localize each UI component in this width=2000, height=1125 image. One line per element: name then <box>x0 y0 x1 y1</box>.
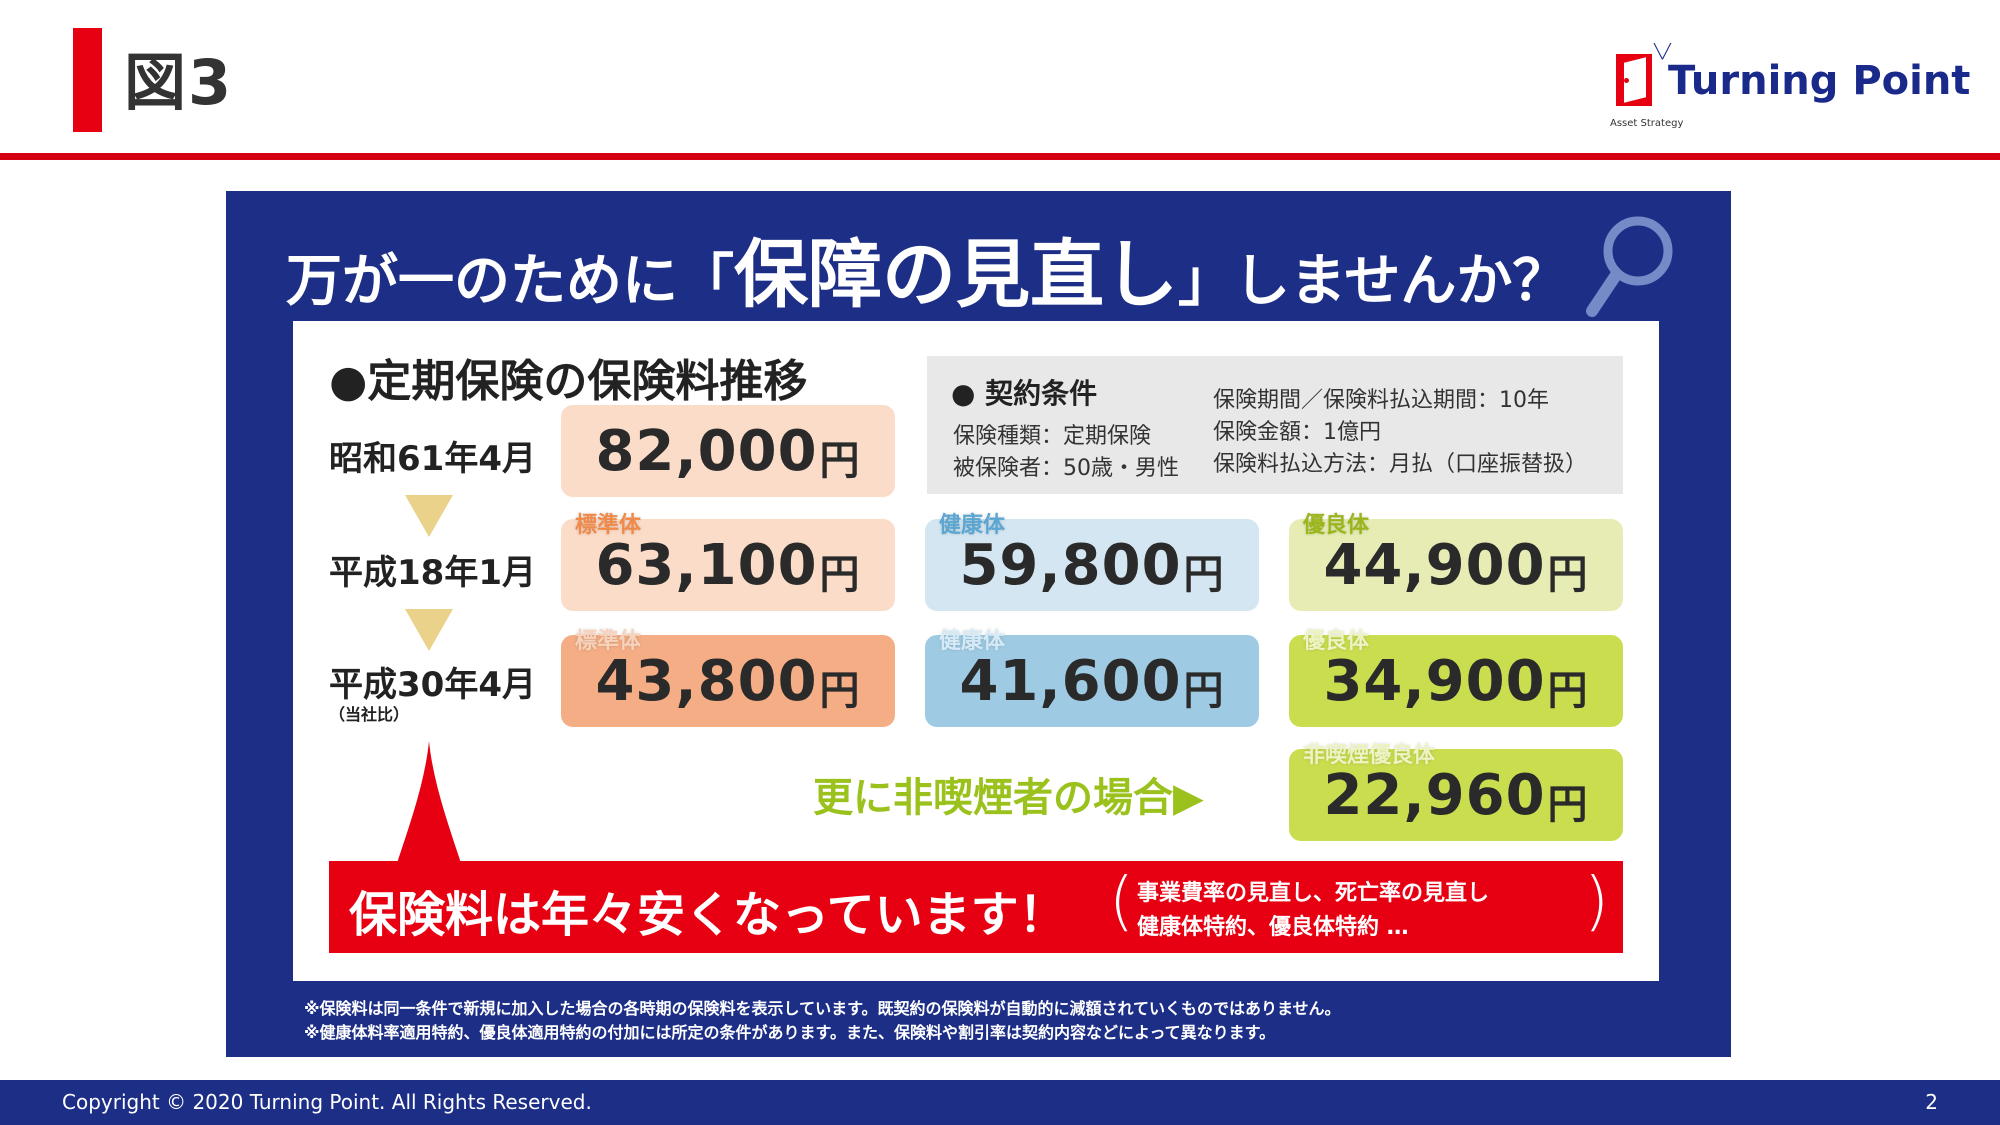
row-label-showa61: 昭和61年4月 <box>329 439 536 479</box>
price-tag: 標準体 <box>575 629 642 654</box>
price-amount: 59,800 <box>959 532 1182 598</box>
yen-unit: 円 <box>1547 668 1589 714</box>
header-divider <box>0 153 2000 160</box>
price-tag: 標準体 <box>575 513 642 538</box>
row-sublabel: （当社比） <box>329 705 410 724</box>
price-tag: 健康体 <box>939 629 1006 654</box>
price-tag: 健康体 <box>939 513 1006 538</box>
price-box-showa61: 82,000 円 <box>561 405 895 497</box>
section-title: ●定期保険の保険料推移 <box>329 356 808 407</box>
conditions-title: ● 契約条件 <box>951 377 1098 410</box>
price-tag: 優良体 <box>1303 513 1370 538</box>
price-amount: 43,800 <box>595 648 818 714</box>
up-arrow-icon <box>397 741 461 863</box>
content-card: ●定期保険の保険料推移 ● 契約条件 保険種類：定期保険 被保険者：50歳・男性… <box>293 321 1659 981</box>
turning-point-logo: ╲╱ Turning Point Asset Strategy <box>1610 44 1970 134</box>
condition-line: 保険料払込方法：月払（口座振替扱） <box>1213 452 1588 477</box>
headline-part1: 万が一のために「 <box>286 249 734 314</box>
logo-subtitle: Asset Strategy <box>1610 118 1684 129</box>
logo-name: Turning Point <box>1668 58 1971 104</box>
paren-left: ( <box>1109 865 1134 939</box>
price-amount: 34,900 <box>1323 648 1546 714</box>
price-amount: 63,100 <box>595 532 818 598</box>
magnifier-icon <box>1586 216 1673 317</box>
yen-unit: 円 <box>1183 668 1225 714</box>
page-number: 2 <box>1925 1090 1938 1114</box>
condition-line: 保険期間／保険料払込期間：10年 <box>1213 388 1549 413</box>
price-tag: 優良体 <box>1303 629 1370 654</box>
footnote: ※保険料は同一条件で新規に加入した場合の各時期の保険料を表示しています。既契約の… <box>304 999 1341 1018</box>
contract-conditions: ● 契約条件 保険種類：定期保険 被保険者：50歳・男性 保険期間／保険料払込期… <box>927 356 1623 494</box>
title-accent-bar <box>73 28 102 132</box>
page-title: 図3 <box>124 46 234 119</box>
row-label-heisei30: 平成30年4月 <box>329 665 536 705</box>
door-knob <box>1624 78 1629 83</box>
price-box-nonsmoker-preferred: 非喫煙優良体 22,960 円 <box>1289 743 1623 841</box>
price-amount: 22,960 <box>1323 762 1546 828</box>
banner-headline: 保険料は年々安くなっています！ <box>349 887 1067 943</box>
yen-unit: 円 <box>819 438 861 484</box>
paren-right: ) <box>1584 865 1609 939</box>
yen-unit: 円 <box>1547 782 1589 828</box>
footnote: ※健康体料率適用特約、優良体適用特約の付加には所定の条件があります。また、保険料… <box>304 1023 1276 1042</box>
banner-reason-line: 事業費率の見直し、死亡率の見直し <box>1137 881 1490 906</box>
price-box-h30-standard: 標準体 43,800 円 <box>561 629 895 727</box>
price-box-h30-preferred: 優良体 34,900 円 <box>1289 629 1623 727</box>
banner-reason-line: 健康体特約、優良体特約 … <box>1137 915 1409 940</box>
price-amount: 41,600 <box>959 648 1182 714</box>
headline-part3: 」しませんか？ <box>1178 249 1569 314</box>
price-tag: 非喫煙優良体 <box>1303 743 1436 768</box>
down-arrow-icon <box>405 609 453 651</box>
headline-part2: 保障の見直し <box>734 232 1178 318</box>
price-box-h18-standard: 標準体 63,100 円 <box>561 513 895 611</box>
yen-unit: 円 <box>1547 552 1589 598</box>
condition-line: 保険種類：定期保険 <box>953 424 1152 449</box>
insurance-infographic: 万が一のために「保障の見直し」しませんか？ ●定期保険の保険料推移 ● 契約条件… <box>226 191 1731 1057</box>
conclusion-banner: 保険料は年々安くなっています！ ( 事業費率の見直し、死亡率の見直し 健康体特約… <box>329 861 1623 953</box>
price-amount: 82,000 <box>595 418 818 484</box>
price-box-h30-healthy: 健康体 41,600 円 <box>925 629 1259 727</box>
banner-reasons: ( 事業費率の見直し、死亡率の見直し 健康体特約、優良体特約 … ) <box>1109 865 1609 945</box>
door-icon <box>1616 54 1652 106</box>
headline: 万が一のために「保障の見直し」しませんか？ <box>286 215 1706 318</box>
down-arrow-icon <box>405 495 453 537</box>
nonsmoker-label: 更に非喫煙者の場合▶ <box>813 775 1204 821</box>
price-amount: 44,900 <box>1323 532 1546 598</box>
yen-unit: 円 <box>819 668 861 714</box>
yen-unit: 円 <box>1183 552 1225 598</box>
condition-line: 被保険者：50歳・男性 <box>953 456 1179 481</box>
price-box-h18-healthy: 健康体 59,800 円 <box>925 513 1259 611</box>
price-box-h18-preferred: 優良体 44,900 円 <box>1289 513 1623 611</box>
condition-line: 保険金額：1億円 <box>1213 420 1381 445</box>
yen-unit: 円 <box>819 552 861 598</box>
copyright: Copyright © 2020 Turning Point. All Righ… <box>62 1090 592 1114</box>
spark-icon: ╲╱ <box>1654 44 1671 60</box>
footer-bar: Copyright © 2020 Turning Point. All Righ… <box>0 1080 2000 1125</box>
row-label-heisei18: 平成18年1月 <box>329 553 536 593</box>
